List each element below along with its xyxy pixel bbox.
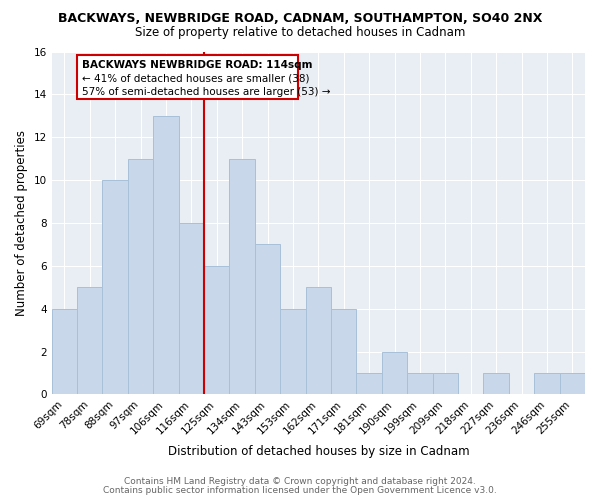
Bar	[204, 266, 229, 394]
Text: ← 41% of detached houses are smaller (38): ← 41% of detached houses are smaller (38…	[82, 74, 310, 84]
X-axis label: Distribution of detached houses by size in Cadnam: Distribution of detached houses by size …	[167, 444, 469, 458]
Text: Contains public sector information licensed under the Open Government Licence v3: Contains public sector information licen…	[103, 486, 497, 495]
Bar	[153, 116, 179, 394]
Bar	[255, 244, 280, 394]
Y-axis label: Number of detached properties: Number of detached properties	[15, 130, 28, 316]
Bar	[560, 373, 585, 394]
Bar	[331, 308, 356, 394]
Bar	[128, 158, 153, 394]
Bar	[103, 180, 128, 394]
Bar	[382, 352, 407, 395]
FancyBboxPatch shape	[77, 54, 298, 98]
Bar	[407, 373, 433, 394]
Bar	[356, 373, 382, 394]
Text: 57% of semi-detached houses are larger (53) →: 57% of semi-detached houses are larger (…	[82, 87, 331, 97]
Bar	[179, 223, 204, 394]
Bar	[229, 158, 255, 394]
Text: BACKWAYS NEWBRIDGE ROAD: 114sqm: BACKWAYS NEWBRIDGE ROAD: 114sqm	[82, 60, 313, 70]
Bar	[305, 288, 331, 395]
Bar	[433, 373, 458, 394]
Text: Contains HM Land Registry data © Crown copyright and database right 2024.: Contains HM Land Registry data © Crown c…	[124, 477, 476, 486]
Bar	[52, 308, 77, 394]
Bar	[280, 308, 305, 394]
Text: BACKWAYS, NEWBRIDGE ROAD, CADNAM, SOUTHAMPTON, SO40 2NX: BACKWAYS, NEWBRIDGE ROAD, CADNAM, SOUTHA…	[58, 12, 542, 26]
Text: Size of property relative to detached houses in Cadnam: Size of property relative to detached ho…	[135, 26, 465, 39]
Bar	[534, 373, 560, 394]
Bar	[77, 288, 103, 395]
Bar	[484, 373, 509, 394]
